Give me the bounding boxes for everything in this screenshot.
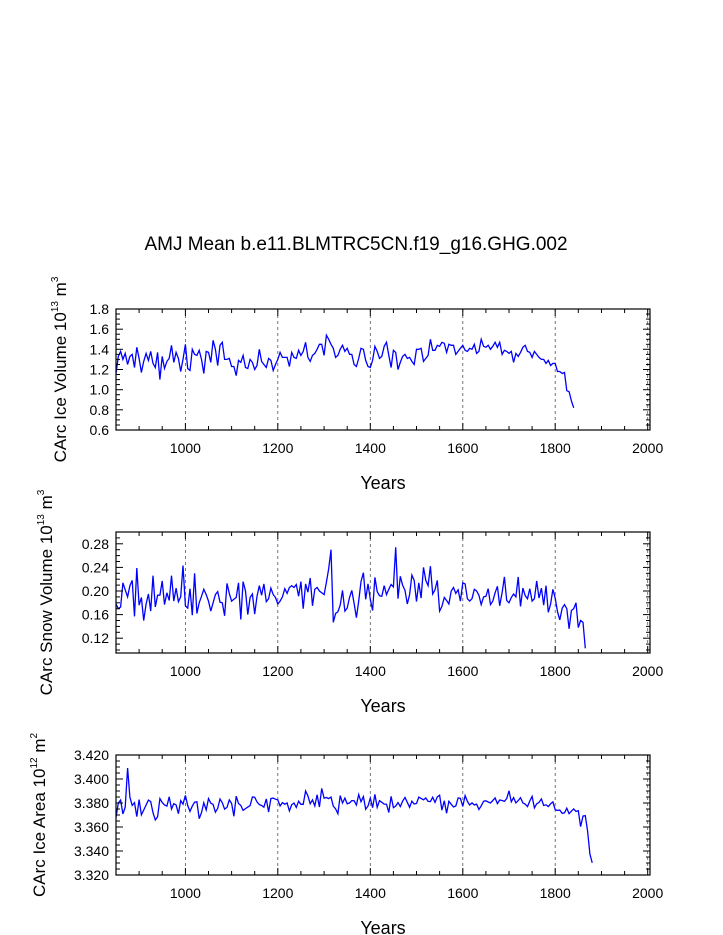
y-tick-label: 0.6 [90,422,110,438]
y-axis-label-exp: 13 [36,514,47,526]
y-axis-label-unit: m [37,495,56,514]
x-axis-label: Years [360,696,405,716]
x-tick-label: 1000 [170,885,201,901]
x-tick-label: 2000 [632,440,663,456]
y-axis-label-unit-exp: 2 [29,733,40,739]
y-tick-label: 0.20 [82,583,109,599]
x-tick-label: 1200 [262,663,293,679]
y-tick-label: 1.8 [90,301,110,317]
x-tick-label: 1000 [170,663,201,679]
y-axis-label: CArc Ice Volume 1013 m3 [50,276,70,462]
y-tick-label: 0.28 [82,536,109,552]
chart-panel-3: 1000 1200 1400 1600 1800 2000 3.320 3.340 3.360 3… [29,733,663,935]
x-axis-label: Years [360,918,405,935]
y-axis-label: CArc Snow Volume 1013 m3 [36,489,56,695]
figure-title: AMJ Mean b.e11.BLMTRC5CN.f19_g16.GHG.002 [144,234,567,255]
x-tick-label: 1400 [355,885,386,901]
y-tick-label: 1.0 [90,382,110,398]
x-axis-label: Years [360,473,405,493]
y-axis-label-exp: 13 [50,301,61,313]
plot-frame [115,531,651,654]
y-tick-label: 3.380 [74,795,109,811]
y-tick-label: 0.24 [82,559,109,575]
x-tick-label: 1200 [262,885,293,901]
y-tick-label: 1.6 [90,321,110,337]
series-line-ice-area [116,768,593,863]
chart-panel-2: 1000 1200 1400 1600 1800 2000 0.12 0.16 0.20 0.24… [36,489,663,716]
x-tick-label: 2000 [632,663,663,679]
y-tick-label: 3.360 [74,819,109,835]
x-tick-label: 1800 [540,440,571,456]
y-axis-label-unit: m [30,739,49,758]
y-axis-label-unit-exp: 3 [50,276,61,282]
plot-frame [115,754,651,876]
plot-frame [115,308,651,431]
chart-panel-1: 1000 1200 1400 1600 1800 2000 0.6 0.8 1.0 1.2 1.4 1… [50,276,663,493]
y-tick-label: 3.320 [74,867,109,883]
y-axis-label-main: CArc Snow Volume 10 [37,525,56,695]
series-line-snow-volume [116,547,586,649]
y-axis-label-unit-exp: 3 [36,489,47,495]
y-tick-label: 0.12 [82,630,109,646]
y-axis-label-exp: 12 [29,757,40,769]
y-tick-label: 1.4 [90,341,110,357]
x-tick-label: 1800 [540,663,571,679]
x-tick-label: 1200 [262,440,293,456]
y-tick-label: 1.2 [90,362,110,378]
x-tick-label: 1000 [170,440,201,456]
x-tick-label: 1600 [447,440,478,456]
x-tick-label: 1600 [447,663,478,679]
y-tick-label: 3.340 [74,843,109,859]
series-line-ice-volume [116,333,575,409]
y-axis-label-unit: m [51,282,70,301]
y-axis-label-main: CArc Ice Volume 10 [51,312,70,462]
x-tick-label: 1600 [447,885,478,901]
x-tick-label: 1400 [355,663,386,679]
y-tick-label: 3.400 [74,771,109,787]
y-axis-label-main: CArc Ice Area 10 [30,769,49,898]
panels: 1000 1200 1400 1600 1800 2000 0.6 0.8 1.0 1.2 1.4 1… [29,276,663,935]
y-tick-label: 0.16 [82,607,109,623]
y-axis-label: CArc Ice Area 1012 m2 [29,733,49,898]
x-tick-label: 1800 [540,885,571,901]
y-tick-label: 0.8 [90,402,110,418]
y-tick-label: 3.420 [74,747,109,763]
x-tick-label: 2000 [632,885,663,901]
x-tick-label: 1400 [355,440,386,456]
